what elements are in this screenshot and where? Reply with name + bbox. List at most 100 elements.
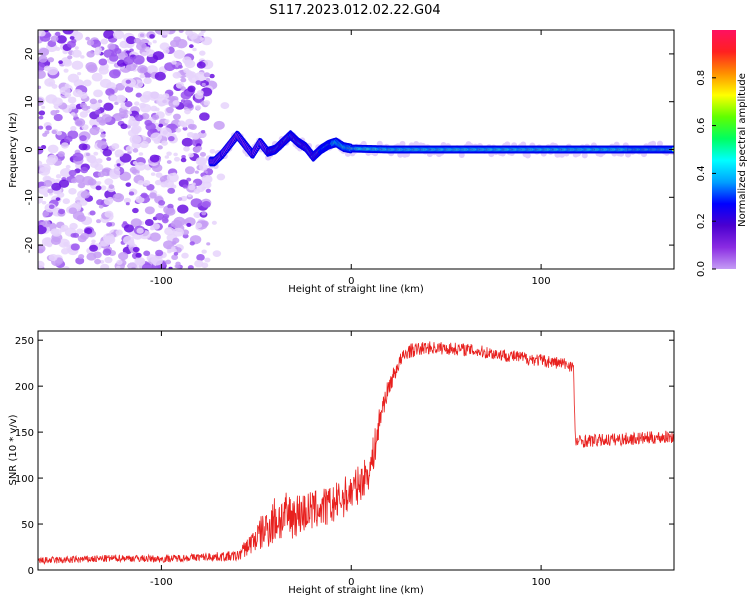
noise-blob	[160, 30, 170, 36]
noise-blob	[180, 99, 186, 103]
noise-blob	[86, 105, 91, 110]
noise-blob	[38, 55, 48, 63]
noise-blob	[200, 87, 213, 97]
y-tick-label: 0	[24, 146, 35, 152]
noise-blob	[135, 195, 145, 204]
noise-blob	[89, 181, 94, 186]
noise-blob	[51, 129, 57, 135]
noise-blob	[132, 246, 140, 253]
noise-blob	[116, 163, 121, 167]
noise-blob	[50, 236, 61, 245]
noise-blob	[154, 179, 162, 186]
noise-blob	[142, 180, 151, 186]
noise-blob	[100, 263, 110, 269]
noise-blob	[204, 257, 211, 263]
noise-blob	[155, 172, 163, 178]
noise-blob	[155, 249, 164, 257]
noise-blob	[126, 125, 131, 129]
noise-blob	[203, 100, 211, 106]
noise-blob	[70, 243, 80, 251]
noise-blob	[177, 204, 189, 214]
noise-blob	[100, 240, 108, 247]
noise-blob	[78, 254, 85, 260]
noise-blob	[62, 59, 72, 67]
noise-blob	[85, 36, 91, 41]
noise-blob	[75, 257, 85, 265]
noise-blob	[181, 137, 193, 147]
noise-blob	[147, 42, 152, 46]
noise-blob	[103, 30, 115, 40]
noise-blob	[130, 218, 142, 228]
noise-blob	[94, 46, 102, 53]
noise-blob	[175, 127, 182, 133]
noise-blob	[131, 266, 136, 269]
noise-blob	[158, 123, 164, 128]
noise-blob	[76, 228, 84, 235]
noise-blob	[101, 114, 112, 123]
noise-blob	[137, 64, 148, 74]
noise-blob	[201, 174, 213, 184]
noise-blob	[129, 134, 142, 145]
noise-blob	[86, 50, 95, 58]
x-tick-label: 0	[348, 577, 354, 588]
noise-blob	[132, 207, 139, 214]
noise-blob	[153, 138, 161, 144]
noise-blob	[125, 79, 131, 84]
noise-blob	[38, 244, 46, 254]
spectrogram-heatmap	[38, 30, 674, 269]
noise-blob	[114, 48, 122, 54]
noise-blob	[45, 125, 52, 131]
noise-blob	[95, 126, 101, 131]
signal-halo	[524, 152, 531, 159]
noise-blob	[38, 260, 45, 269]
noise-blob	[85, 152, 90, 157]
noise-blob	[77, 182, 86, 189]
noise-blob	[173, 49, 186, 59]
noise-blob	[72, 89, 83, 98]
noise-blob	[47, 154, 59, 164]
noise-blob	[166, 160, 172, 164]
noise-blob	[105, 88, 115, 96]
noise-blob	[38, 47, 50, 57]
noise-blob	[163, 240, 175, 250]
noise-blob	[58, 208, 66, 215]
noise-blob	[93, 89, 103, 98]
noise-blob	[136, 41, 147, 51]
noise-blob	[128, 191, 135, 196]
x-tick-label: 100	[532, 276, 551, 287]
noise-blob	[133, 37, 142, 44]
noise-blob	[158, 199, 166, 206]
noise-blob	[180, 86, 186, 91]
noise-blob	[109, 54, 119, 62]
noise-blob	[57, 151, 65, 157]
noise-blob	[75, 196, 85, 204]
noise-blob	[62, 266, 70, 269]
noise-blob	[56, 35, 67, 44]
noise-blob	[98, 66, 109, 75]
noise-blob	[212, 250, 222, 257]
noise-blob	[58, 179, 70, 188]
noise-blob	[38, 115, 44, 120]
noise-blob	[211, 220, 217, 225]
noise-blob	[189, 241, 195, 246]
noise-blob	[137, 180, 144, 186]
y-tick-label: 0	[28, 566, 34, 577]
noise-blob	[141, 263, 154, 269]
noise-blob	[105, 82, 117, 91]
noise-blob	[89, 244, 98, 252]
noise-blob	[168, 135, 175, 142]
noise-blob	[157, 145, 163, 150]
noise-blob	[178, 30, 184, 33]
noise-blob	[38, 225, 47, 235]
x-tick-label: -100	[150, 577, 173, 588]
noise-blob	[62, 30, 74, 35]
noise-blob	[193, 211, 202, 219]
noise-blob	[79, 111, 88, 118]
noise-blob	[173, 152, 178, 157]
noise-blob	[139, 94, 151, 103]
noise-blob	[60, 224, 69, 231]
noise-blob	[184, 166, 195, 175]
noise-blob	[125, 36, 137, 45]
noise-blob	[93, 151, 99, 156]
noise-blob	[169, 39, 180, 48]
